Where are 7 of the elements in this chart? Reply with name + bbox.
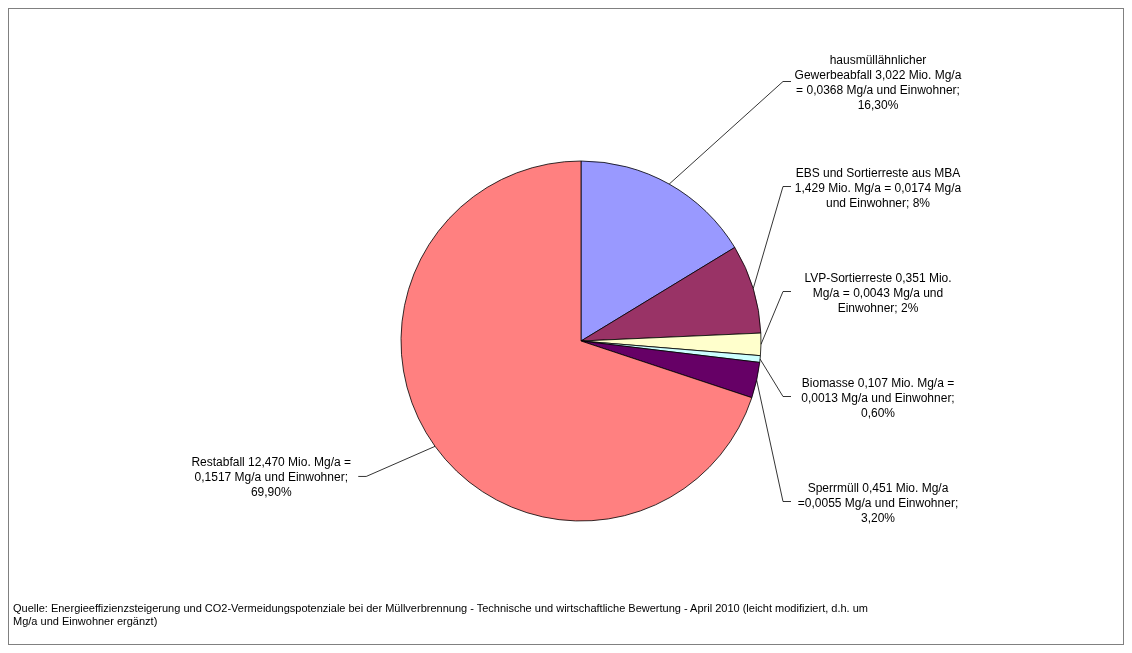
slice-label: hausmüllähnlicher Gewerbeabfall 3,022 Mio. Mg/a = 0,0368 Mg/a und Einwohner; 16,30% [794, 53, 962, 112]
slice-label: LVP-Sortierreste 0,351 Mio. Mg/a = 0,0043 Mg/a und Einwohner; 2% [804, 270, 952, 315]
source-note: Quelle: Energieeffizienzsteigerung und CO2-Vermeidungspotenziale bei der Müllverbrennung - Technische und wirtschaftliche Bewertung - April 2010 (leicht modifiziert, d.h. um Mg/a und Einwohner ergänzt) [13, 602, 869, 627]
slice-label: EBS und Sortierreste aus MBA 1,429 Mio. Mg/a = 0,0174 Mg/a und Einwohner; 8% [794, 165, 962, 210]
slice-label: Restabfall 12,470 Mio. Mg/a = 0,1517 Mg/a und Einwohner; 69,90% [191, 455, 352, 500]
slice-label: Biomasse 0,107 Mio. Mg/a = 0,0013 Mg/a und Einwohner; 0,60% [801, 375, 955, 420]
slice-label: Sperrmüll 0,451 Mio. Mg/a =0,0055 Mg/a und Einwohner; 3,20% [797, 480, 959, 525]
